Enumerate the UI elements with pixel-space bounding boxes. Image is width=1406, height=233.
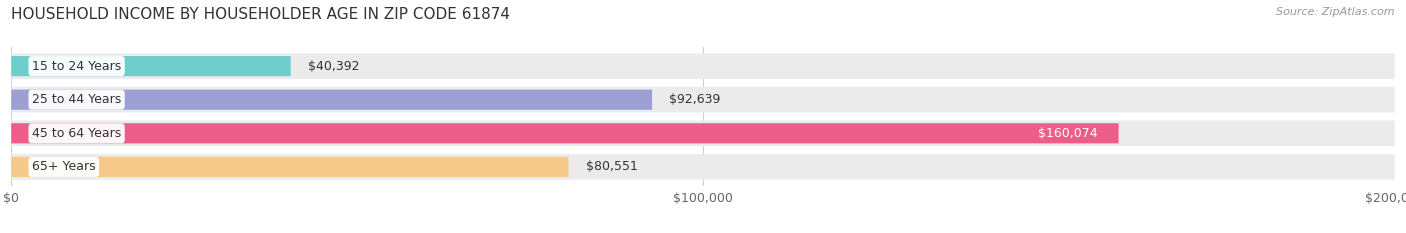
Text: $92,639: $92,639 <box>669 93 721 106</box>
Text: 65+ Years: 65+ Years <box>32 160 96 173</box>
FancyBboxPatch shape <box>11 154 1395 180</box>
Text: 45 to 64 Years: 45 to 64 Years <box>32 127 121 140</box>
Text: 15 to 24 Years: 15 to 24 Years <box>32 60 121 73</box>
Text: $160,074: $160,074 <box>1038 127 1098 140</box>
Text: Source: ZipAtlas.com: Source: ZipAtlas.com <box>1277 7 1395 17</box>
FancyBboxPatch shape <box>11 87 1395 113</box>
FancyBboxPatch shape <box>11 123 1119 143</box>
FancyBboxPatch shape <box>11 120 1395 146</box>
FancyBboxPatch shape <box>11 157 568 177</box>
Text: 25 to 44 Years: 25 to 44 Years <box>32 93 121 106</box>
Text: $80,551: $80,551 <box>586 160 638 173</box>
FancyBboxPatch shape <box>11 53 1395 79</box>
Text: $40,392: $40,392 <box>308 60 360 73</box>
Text: HOUSEHOLD INCOME BY HOUSEHOLDER AGE IN ZIP CODE 61874: HOUSEHOLD INCOME BY HOUSEHOLDER AGE IN Z… <box>11 7 510 22</box>
FancyBboxPatch shape <box>11 90 652 110</box>
FancyBboxPatch shape <box>11 56 291 76</box>
